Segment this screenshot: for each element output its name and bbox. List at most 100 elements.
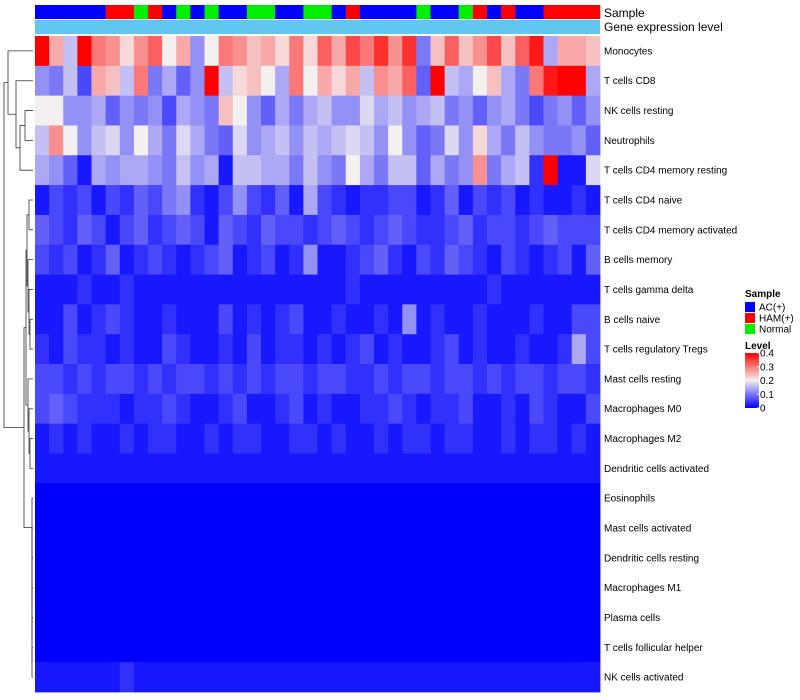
heatmap-cell — [487, 155, 502, 186]
heatmap-cell — [91, 185, 107, 216]
heatmap-cell — [388, 334, 403, 365]
sample-annotation-cell — [557, 5, 573, 19]
heatmap-cell — [176, 214, 191, 246]
heatmap-cell — [571, 513, 587, 544]
heatmap-cell — [388, 244, 403, 275]
legend-level-colorbar — [745, 353, 759, 408]
sample-annotation-bar — [35, 5, 601, 19]
heatmap-cell — [133, 155, 149, 186]
heatmap-cell — [529, 393, 544, 425]
heatmap-cell — [444, 185, 460, 216]
heatmap-cell — [430, 423, 446, 454]
heatmap-cell — [374, 36, 389, 67]
heatmap-cell — [345, 36, 361, 67]
heatmap-cell — [105, 453, 121, 484]
heatmap-cell — [63, 185, 78, 216]
heatmap-cell — [444, 572, 460, 603]
heatmap-cell — [557, 244, 573, 275]
heatmap-cell — [472, 125, 488, 156]
row-label: Monocytes — [604, 46, 652, 57]
heatmap-cell — [388, 453, 403, 484]
heatmap-cell — [105, 483, 121, 514]
expression-annotation-cell — [35, 20, 600, 34]
heatmap-cell — [472, 185, 488, 216]
heatmap-cell — [317, 572, 333, 603]
heatmap-cell — [176, 304, 191, 335]
heatmap-cell — [416, 483, 431, 514]
heatmap-cell — [289, 65, 304, 97]
heatmap-cell — [402, 334, 417, 365]
heatmap-cell — [458, 274, 474, 305]
heatmap-cell — [501, 364, 516, 395]
heatmap-cell — [458, 393, 474, 425]
heatmap-cell — [232, 483, 248, 514]
heatmap-cell — [91, 483, 107, 514]
heatmap-cell — [585, 483, 601, 514]
heatmap-cell — [176, 423, 191, 454]
heatmap-cell — [105, 214, 121, 246]
heatmap-cell — [246, 364, 262, 395]
heatmap-cell — [501, 334, 516, 365]
heatmap-cell — [204, 572, 220, 603]
heatmap-cell — [105, 632, 121, 663]
heatmap-cell — [246, 513, 262, 544]
sample-annotation-cell — [204, 5, 219, 19]
heatmap-cell — [190, 393, 205, 425]
heatmap-cell — [444, 483, 460, 514]
heatmap-cell — [317, 95, 333, 126]
legend-swatch — [745, 313, 755, 323]
heatmap-cell — [35, 513, 50, 544]
sample-annotation-cell — [444, 5, 460, 19]
heatmap-cell — [162, 542, 177, 574]
heatmap-cell — [557, 572, 573, 603]
heatmap-cell — [246, 542, 262, 574]
heatmap-cell — [416, 453, 431, 484]
heatmap-cell — [105, 304, 121, 335]
heatmap-cell — [472, 483, 488, 514]
heatmap-cell — [91, 393, 107, 425]
heatmap-cell — [487, 125, 502, 156]
heatmap-cell — [557, 393, 573, 425]
heatmap-cell — [162, 304, 177, 335]
heatmap-cell — [571, 155, 587, 186]
heatmap-cell — [472, 453, 488, 484]
heatmap-cell — [331, 513, 347, 544]
heatmap-cell — [585, 214, 601, 246]
heatmap-cell — [359, 304, 375, 335]
heatmap-cell — [232, 185, 248, 216]
heatmap-cell — [458, 483, 474, 514]
heatmap-cell — [543, 483, 559, 514]
heatmap-cell — [303, 214, 318, 246]
sample-annotation-cell — [148, 5, 163, 19]
heatmap-cell — [515, 393, 530, 425]
heatmap-cell — [501, 244, 516, 275]
heatmap-cell — [416, 155, 431, 186]
heatmap-cell — [444, 95, 460, 126]
heatmap-cell — [331, 632, 347, 663]
heatmap-cell — [472, 364, 488, 395]
heatmap-cell — [119, 244, 135, 275]
heatmap-cell — [501, 423, 516, 454]
heatmap-cell — [331, 244, 347, 275]
heatmap-cell — [543, 95, 559, 126]
heatmap-cell — [317, 185, 333, 216]
heatmap-cell — [49, 423, 64, 454]
heatmap-cell — [430, 542, 446, 574]
heatmap-cell — [77, 423, 92, 454]
heatmap-cell — [303, 65, 318, 97]
heatmap-cell — [148, 125, 163, 156]
heatmap-cell — [557, 513, 573, 544]
heatmap-cell — [585, 632, 601, 663]
heatmap-cell — [148, 304, 163, 335]
heatmap-cell — [35, 453, 50, 484]
heatmap-cell — [345, 334, 361, 365]
heatmap-cell — [331, 304, 347, 335]
heatmap-cell — [543, 214, 559, 246]
heatmap-cell — [176, 393, 191, 425]
heatmap-cell — [162, 364, 177, 395]
heatmap-cell — [359, 185, 375, 216]
heatmap-cell — [416, 364, 431, 395]
heatmap-cell — [119, 185, 135, 216]
heatmap-cell — [119, 483, 135, 514]
heatmap-cell — [345, 423, 361, 454]
